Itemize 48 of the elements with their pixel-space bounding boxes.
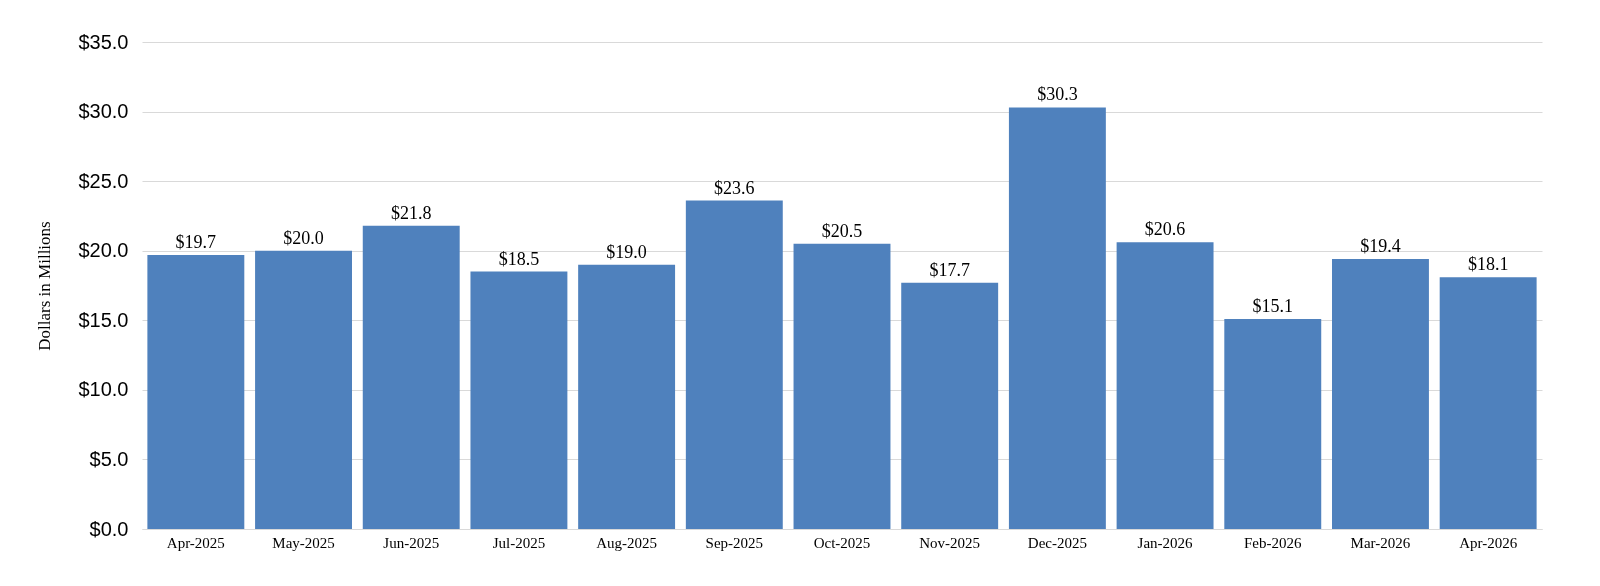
bar: [470, 271, 568, 529]
bar: [578, 264, 676, 529]
data-label: $15.1: [1252, 295, 1294, 316]
bar: [901, 282, 999, 529]
bar: [362, 225, 460, 529]
x-tick-label: Sep-2025: [705, 534, 764, 551]
data-label: $20.0: [283, 227, 324, 248]
x-tick-label: Aug-2025: [596, 534, 658, 551]
y-tick-label: $0.0: [89, 517, 129, 540]
x-tick-label: Jul-2025: [492, 534, 546, 551]
y-tick-label: $20.0: [78, 239, 129, 262]
bar: [793, 243, 891, 529]
x-tick-label: Jun-2025: [383, 534, 440, 551]
y-tick-label: $30.0: [78, 100, 129, 123]
bar: [1008, 107, 1106, 529]
bar: [255, 250, 352, 529]
x-tick-label: May-2025: [272, 534, 335, 551]
x-tick-label: Feb-2026: [1244, 534, 1303, 551]
data-label: $20.6: [1144, 219, 1186, 240]
x-tick-label: Apr-2026: [1459, 534, 1518, 551]
data-label: $20.5: [821, 220, 863, 241]
data-label: $30.3: [1037, 84, 1078, 105]
data-label: $18.1: [1467, 254, 1509, 275]
y-tick-label: $35.0: [78, 30, 129, 53]
data-label: $19.0: [606, 241, 647, 262]
data-label: $19.4: [1360, 236, 1401, 257]
x-tick-label: Oct-2025: [813, 534, 871, 551]
data-label: $19.7: [175, 231, 217, 252]
y-tick-label: $25.0: [78, 169, 129, 192]
y-tick-label: $10.0: [78, 378, 129, 401]
y-tick-label: $15.0: [78, 308, 129, 331]
y-tick-label: $5.0: [89, 447, 129, 470]
x-tick-label: Dec-2025: [1027, 534, 1087, 551]
data-label: $21.8: [390, 202, 432, 223]
x-tick-label: Jan-2026: [1137, 534, 1194, 551]
data-label: $23.6: [714, 177, 755, 198]
bar: [1439, 277, 1537, 529]
x-tick-label: Mar-2026: [1350, 534, 1411, 551]
bar: [1116, 242, 1214, 529]
bar: [1224, 318, 1322, 529]
bar: [147, 254, 245, 529]
x-tick-label: Apr-2025: [166, 534, 225, 551]
data-label: $17.7: [929, 259, 970, 280]
y-axis-title: Dollars in Millions: [35, 221, 55, 351]
bar: [1332, 259, 1429, 529]
bar: [685, 200, 783, 529]
x-tick-label: Nov-2025: [919, 534, 981, 551]
data-label: $18.5: [498, 248, 540, 269]
